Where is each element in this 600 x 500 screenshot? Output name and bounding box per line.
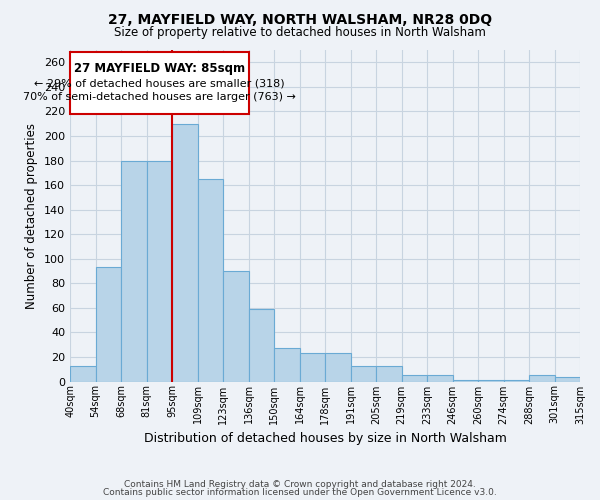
Text: Size of property relative to detached houses in North Walsham: Size of property relative to detached ho… [114,26,486,39]
Bar [325,354,350,382]
Bar [299,354,325,382]
Bar [121,160,146,382]
Bar [70,366,95,382]
Bar [503,380,529,382]
Y-axis label: Number of detached properties: Number of detached properties [25,123,38,309]
Bar [376,366,401,382]
Bar [197,179,223,382]
Text: Contains HM Land Registry data © Crown copyright and database right 2024.: Contains HM Land Registry data © Crown c… [124,480,476,489]
Bar [274,348,299,382]
Bar [529,376,554,382]
Bar [350,366,376,382]
Bar [452,380,478,382]
Bar [223,271,248,382]
Bar [248,309,274,382]
Bar [146,160,172,382]
Bar [554,376,580,382]
Bar [427,376,452,382]
Bar [95,268,121,382]
X-axis label: Distribution of detached houses by size in North Walsham: Distribution of detached houses by size … [143,432,506,445]
Bar [478,380,503,382]
Text: 27 MAYFIELD WAY: 85sqm: 27 MAYFIELD WAY: 85sqm [74,62,245,76]
Bar [401,376,427,382]
Text: 27, MAYFIELD WAY, NORTH WALSHAM, NR28 0DQ: 27, MAYFIELD WAY, NORTH WALSHAM, NR28 0D… [108,12,492,26]
Bar [172,124,197,382]
Text: 70% of semi-detached houses are larger (763) →: 70% of semi-detached houses are larger (… [23,92,296,102]
FancyBboxPatch shape [70,52,248,114]
Text: ← 29% of detached houses are smaller (318): ← 29% of detached houses are smaller (31… [34,78,284,88]
Text: Contains public sector information licensed under the Open Government Licence v3: Contains public sector information licen… [103,488,497,497]
